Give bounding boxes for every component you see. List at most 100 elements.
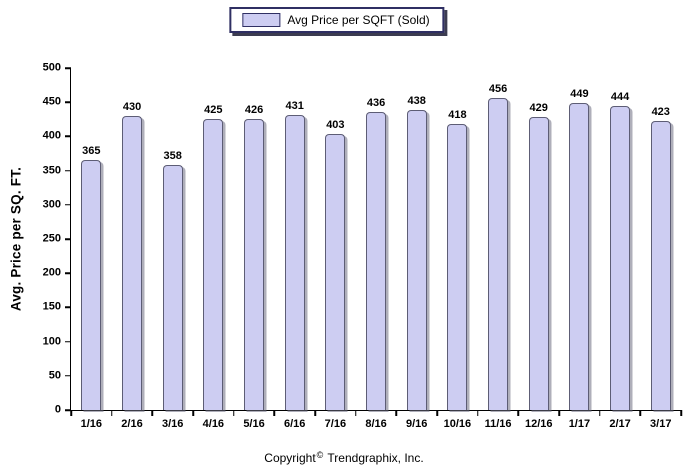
x-axis-label: 2/17 bbox=[609, 418, 631, 430]
x-axis-label: 11/16 bbox=[484, 418, 512, 430]
x-axis-label: 3/17 bbox=[650, 418, 672, 430]
bar-slot: 425 bbox=[193, 104, 234, 410]
x-tick-mark bbox=[273, 410, 276, 416]
bar-slot: 456 bbox=[478, 83, 519, 410]
x-tick-mark bbox=[639, 410, 642, 416]
copyright-symbol: © bbox=[316, 450, 324, 460]
bar-slot: 365 bbox=[71, 145, 112, 410]
x-tick-mark bbox=[110, 410, 113, 416]
x-axis-label: 7/16 bbox=[324, 418, 347, 430]
y-tick-label: 400 bbox=[42, 129, 61, 142]
x-tick-mark bbox=[232, 410, 235, 416]
bar-value-label: 436 bbox=[366, 96, 386, 109]
bar bbox=[569, 102, 590, 410]
bar-value-label: 438 bbox=[407, 95, 426, 108]
bar-slot: 418 bbox=[437, 109, 478, 410]
y-axis-title: Avg. Price per SQ. FT. bbox=[8, 166, 24, 312]
bar bbox=[203, 119, 224, 410]
bar-value-label: 456 bbox=[488, 83, 508, 96]
y-tick-mark bbox=[65, 340, 71, 343]
bar-slot: 358 bbox=[152, 150, 193, 410]
x-tick-mark bbox=[517, 410, 520, 416]
bar bbox=[366, 111, 387, 410]
bar bbox=[244, 118, 265, 410]
legend-swatch bbox=[242, 13, 281, 27]
bar-slot: 449 bbox=[559, 88, 600, 410]
y-tick-label: 200 bbox=[42, 266, 61, 279]
y-tick-label: 250 bbox=[42, 232, 61, 245]
bar bbox=[162, 165, 183, 410]
x-tick-mark bbox=[354, 410, 357, 416]
bar-value-label: 418 bbox=[448, 109, 467, 122]
bars-row: 365 430 358 425 426 431 403 436 438 418 456 429 449 4… bbox=[71, 68, 681, 410]
y-tick-mark bbox=[65, 409, 71, 411]
x-axis-label: 5/16 bbox=[243, 418, 265, 430]
y-tick-label: 350 bbox=[42, 163, 61, 176]
x-tick-mark bbox=[192, 410, 194, 416]
x-tick-mark bbox=[314, 410, 316, 416]
x-axis-label: 2/16 bbox=[121, 418, 143, 430]
bar bbox=[284, 115, 305, 410]
copyright-suffix: Trendgraphix, Inc. bbox=[327, 451, 424, 465]
x-tick-mark bbox=[70, 410, 72, 416]
y-tick-label: 0 bbox=[54, 403, 61, 416]
bar-slot: 429 bbox=[518, 102, 559, 410]
bar-slot: 426 bbox=[234, 104, 275, 410]
x-axis-label: 4/16 bbox=[202, 418, 225, 430]
bar bbox=[81, 160, 102, 410]
legend-label: Avg Price per SQFT (Sold) bbox=[287, 13, 430, 27]
bar-value-label: 423 bbox=[651, 105, 670, 118]
y-tick-label: 450 bbox=[42, 95, 61, 108]
y-tick-mark bbox=[65, 101, 71, 103]
x-tick-mark bbox=[151, 410, 154, 416]
legend: Avg Price per SQFT (Sold) bbox=[229, 7, 445, 33]
x-tick-mark bbox=[680, 410, 682, 416]
x-axis-label: 8/16 bbox=[365, 418, 387, 430]
bar bbox=[528, 116, 549, 410]
bar-value-label: 431 bbox=[285, 100, 304, 113]
bar bbox=[610, 106, 631, 410]
y-tick-mark bbox=[65, 169, 71, 172]
bar-slot: 431 bbox=[274, 100, 315, 410]
x-axis-label: 1/17 bbox=[568, 418, 591, 430]
bar-value-label: 403 bbox=[326, 119, 345, 132]
x-tick-mark bbox=[558, 410, 560, 416]
bar-slot: 438 bbox=[396, 95, 437, 410]
y-tick-label: 50 bbox=[48, 369, 61, 382]
y-tick-mark bbox=[65, 67, 71, 69]
bar-value-label: 444 bbox=[610, 91, 630, 104]
x-tick-mark bbox=[436, 410, 438, 416]
y-tick-mark bbox=[65, 135, 71, 138]
x-axis-label: 6/16 bbox=[283, 418, 306, 430]
x-axis-label: 1/16 bbox=[80, 418, 103, 430]
x-tick-mark bbox=[395, 410, 398, 416]
plot-area: 365 430 358 425 426 431 403 436 438 418 456 429 449 4… bbox=[43, 61, 682, 430]
bar-slot: 403 bbox=[315, 119, 356, 410]
bar-value-label: 358 bbox=[163, 150, 182, 163]
y-tick-label: 300 bbox=[42, 198, 61, 211]
bar-value-label: 430 bbox=[122, 100, 142, 113]
bar-value-label: 429 bbox=[529, 101, 548, 114]
x-axis-label: 3/16 bbox=[161, 418, 184, 430]
bar-value-label: 365 bbox=[82, 145, 101, 158]
bar-value-label: 425 bbox=[204, 104, 223, 117]
x-axis-label: 10/16 bbox=[443, 418, 472, 430]
y-tick-mark bbox=[65, 204, 71, 206]
bar bbox=[650, 120, 671, 410]
bar bbox=[325, 134, 346, 410]
y-tick-mark bbox=[65, 238, 71, 240]
x-tick-mark bbox=[476, 410, 479, 416]
y-tick-mark bbox=[65, 272, 71, 274]
bar-slot: 444 bbox=[600, 91, 641, 410]
bar-slot: 430 bbox=[112, 101, 153, 410]
copyright: Copyright© Trendgraphix, Inc. bbox=[0, 450, 688, 465]
bar bbox=[406, 110, 427, 410]
bar bbox=[447, 124, 468, 410]
bar bbox=[488, 98, 509, 410]
x-axis-label: 9/16 bbox=[406, 418, 428, 430]
y-tick-mark bbox=[65, 375, 71, 377]
bar-slot: 436 bbox=[356, 97, 397, 410]
bar-slot: 423 bbox=[640, 106, 681, 410]
x-tick-mark bbox=[598, 410, 601, 416]
